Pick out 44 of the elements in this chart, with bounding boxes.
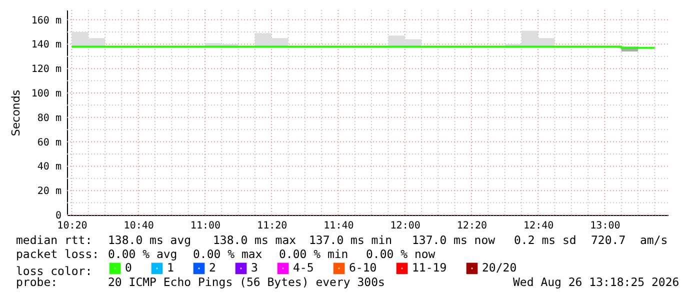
text: 0.00 % now: [366, 247, 436, 261]
text: 138.0 ms max: [213, 233, 296, 247]
x-tick-label: 10:20: [57, 220, 88, 232]
x-tick-label: 10:40: [124, 220, 154, 232]
legend-label: 0: [125, 260, 132, 274]
text: probe:: [16, 275, 58, 289]
text: 137.0 ms now: [412, 233, 496, 247]
text: 0.00 % min: [279, 247, 348, 261]
y-tick-label: 140 m: [31, 40, 62, 51]
legend-label: 2: [209, 260, 216, 274]
text: 0.2 ms sd: [514, 233, 576, 247]
text: 20 ICMP Echo Pings (56 Bytes) every 300s: [108, 275, 385, 289]
legend-title: loss color:: [16, 264, 92, 278]
x-tick-label: 12:40: [524, 220, 554, 232]
legend-label: 3: [251, 260, 258, 274]
text: packet loss:: [16, 247, 100, 261]
legend-label: 4-5: [293, 260, 314, 274]
x-tick-label: 12:00: [390, 220, 420, 232]
text: 138.0 ms avg: [108, 233, 192, 247]
y-tick-label: 40 m: [37, 162, 62, 173]
y-tick-label: 80 m: [37, 112, 62, 124]
text: am/s: [640, 233, 668, 247]
legend-label: 1: [167, 260, 174, 274]
x-tick-label: 11:40: [324, 220, 354, 232]
legend-label: 11-19: [412, 260, 447, 274]
y-tick-label: 0: [55, 210, 62, 222]
y-tick-label: 100 m: [31, 88, 62, 100]
text: median rtt:: [16, 233, 92, 247]
text: 137.0 ms min: [309, 233, 392, 247]
legend-label: 20/20: [482, 260, 517, 274]
text: 720.7: [591, 233, 626, 247]
x-tick-label: 12:20: [456, 220, 488, 232]
x-tick-label: 13:00: [590, 220, 620, 232]
y-tick-label: 60 m: [37, 137, 62, 148]
y-tick-label: 120 m: [31, 64, 62, 76]
y-axis-title: Seconds: [9, 90, 22, 136]
x-tick-label: 11:00: [190, 220, 221, 232]
text: 0.00 % avg: [108, 247, 178, 261]
legend-label: 6-10: [349, 260, 377, 274]
x-tick-label: 11:20: [257, 220, 288, 232]
text: 0.00 % max: [193, 247, 262, 261]
y-tick-label: 20 m: [37, 186, 62, 198]
text: Wed Aug 26 13:18:25 2026: [513, 275, 680, 289]
y-tick-label: 160 m: [31, 15, 62, 26]
